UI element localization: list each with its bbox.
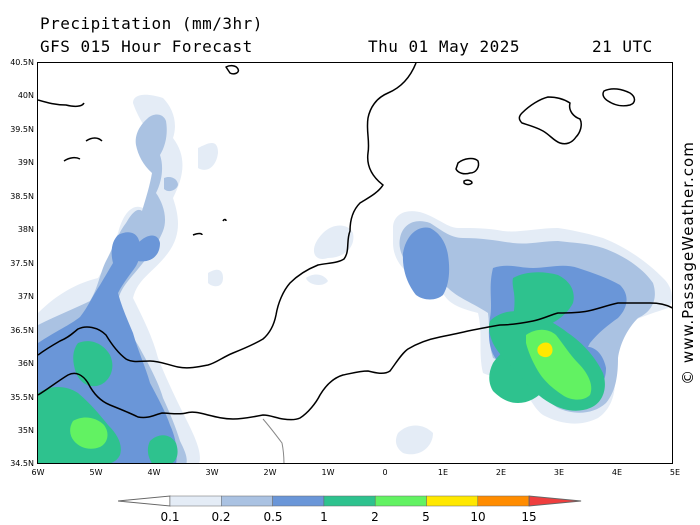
legend-arrow-low — [118, 495, 171, 507]
lon-label: 0 — [382, 468, 388, 477]
lon-label: 3E — [553, 468, 565, 477]
lat-label: 38.5N — [10, 192, 34, 201]
lat-label: 39.5N — [10, 125, 34, 134]
lon-label: 2W — [263, 468, 277, 477]
country-border — [262, 418, 285, 463]
coastline — [38, 63, 672, 421]
legend-swatch — [477, 495, 530, 507]
precip-legend — [118, 495, 582, 507]
legend-swatch — [221, 495, 273, 507]
legend-label: 15 — [521, 510, 537, 524]
legend-arrow-high — [528, 495, 582, 507]
lon-label: 5W — [89, 468, 103, 477]
forecast-time: 21 UTC — [592, 37, 653, 56]
lon-label: 1E — [437, 468, 449, 477]
lat-label: 40.5N — [10, 58, 34, 67]
lon-label: 4E — [611, 468, 623, 477]
legend-label: 1 — [320, 510, 328, 524]
legend-swatch — [272, 495, 325, 507]
forecast-date: Thu 01 May 2025 — [368, 37, 520, 56]
forecast-subtitle: GFS 015 Hour Forecast — [40, 37, 253, 56]
lon-label: 6W — [31, 468, 45, 477]
legend-label: 2 — [371, 510, 379, 524]
legend-swatch — [374, 495, 427, 507]
lat-label: 38N — [17, 225, 34, 234]
lon-label: 3W — [205, 468, 219, 477]
lat-label: 35N — [17, 426, 34, 435]
lat-label: 36N — [17, 359, 34, 368]
lon-label: 1W — [321, 468, 335, 477]
legend-label: 0.1 — [160, 510, 180, 524]
lat-label: 37N — [17, 292, 34, 301]
legend-label: 5 — [422, 510, 430, 524]
legend-swatch — [169, 495, 222, 507]
chart-title: Precipitation (mm/3hr) — [40, 14, 263, 33]
legend-swatch — [323, 495, 376, 507]
precipitation-map — [37, 62, 673, 464]
legend-label: 10 — [470, 510, 486, 524]
lat-label: 34.5N — [10, 459, 34, 468]
lon-label: 2E — [495, 468, 507, 477]
legend-label: 0.2 — [211, 510, 231, 524]
lat-label: 35.5N — [10, 393, 34, 402]
lat-label: 37.5N — [10, 259, 34, 268]
precip-level-5 — [537, 342, 553, 358]
legend-label: 0.5 — [263, 510, 283, 524]
lon-label: 5E — [669, 468, 681, 477]
lat-label: 36.5N — [10, 326, 34, 335]
credit-text: © www.PassageWeather.com — [679, 141, 697, 385]
legend-swatch — [426, 495, 479, 507]
lon-label: 4W — [147, 468, 161, 477]
lat-label: 39N — [17, 158, 34, 167]
lat-label: 40N — [17, 91, 34, 100]
